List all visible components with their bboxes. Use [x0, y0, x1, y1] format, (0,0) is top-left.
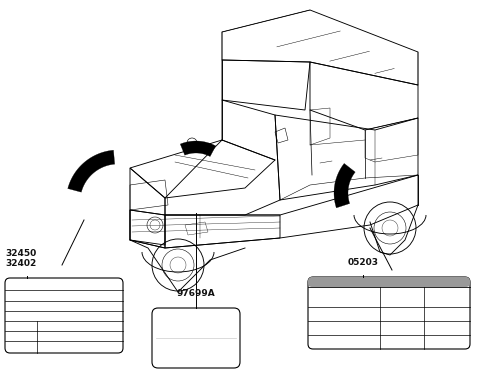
FancyBboxPatch shape [308, 277, 470, 287]
Text: 97699A: 97699A [177, 289, 216, 298]
FancyBboxPatch shape [308, 277, 470, 349]
FancyBboxPatch shape [5, 278, 123, 353]
Text: 05203: 05203 [348, 258, 379, 267]
Text: 32402: 32402 [5, 259, 36, 268]
Polygon shape [180, 141, 216, 156]
Polygon shape [334, 163, 355, 208]
FancyBboxPatch shape [152, 308, 240, 368]
Polygon shape [68, 150, 115, 192]
Text: 32450: 32450 [5, 249, 36, 258]
